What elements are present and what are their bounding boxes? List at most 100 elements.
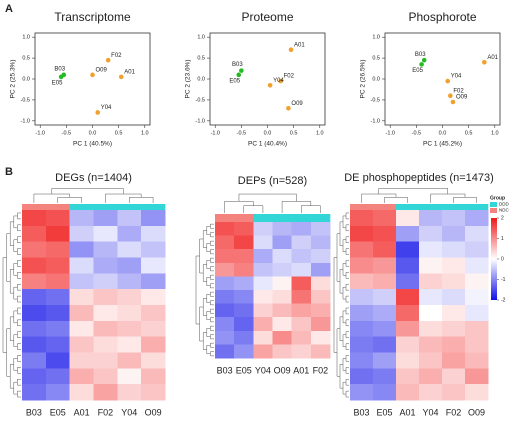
heatmap-cell <box>442 241 466 258</box>
x-tick-label: 0.5 <box>115 130 123 136</box>
heatmap-cell <box>310 290 331 304</box>
heatmap-cell <box>396 305 420 322</box>
heatmap-cell <box>69 336 94 353</box>
y-tick-label: 1.0 <box>22 35 30 41</box>
group-bar <box>93 204 118 210</box>
heatmap-cell <box>234 249 254 264</box>
x-tick-label: 0.0 <box>264 130 272 136</box>
group-bar <box>45 204 70 210</box>
point <box>236 72 242 78</box>
heatmap-cell <box>215 222 235 236</box>
heatmap-cell <box>272 262 292 277</box>
heatmap-cell <box>465 384 489 401</box>
heatmap-cell <box>253 290 273 304</box>
column-label: F02 <box>98 407 114 417</box>
heatmap-cell <box>22 368 47 385</box>
heatmap-cell <box>396 384 420 401</box>
heatmap-cell <box>45 368 70 385</box>
heatmap-cell <box>141 289 166 306</box>
heatmap-cell <box>465 210 489 227</box>
heatmap-cell <box>396 225 420 242</box>
group-bar <box>253 214 273 222</box>
point-label: B03 <box>415 52 426 58</box>
group-bar <box>465 204 489 210</box>
column-label: A01 <box>74 407 90 417</box>
heatmap-cell <box>141 225 166 242</box>
heatmap-cell <box>465 273 489 290</box>
heatmap-cell <box>234 235 254 250</box>
heatmap-cell <box>93 241 118 258</box>
heatmap-cell <box>22 384 47 401</box>
x-axis-title: PC 1 (40.4%) <box>248 141 287 148</box>
heatmap-cell <box>234 276 254 291</box>
panel-label: A <box>5 3 13 15</box>
group-bar <box>215 214 235 222</box>
column-label: B03 <box>26 407 42 417</box>
point <box>450 99 456 105</box>
heatmap-cell <box>69 225 94 242</box>
heatmap-cell <box>350 225 374 242</box>
heatmap-cell <box>141 241 166 258</box>
column-label: O09 <box>145 407 162 417</box>
heatmap-cell <box>373 273 397 290</box>
heatmap-cell <box>419 257 443 274</box>
heatmap-cell <box>291 317 312 332</box>
heatmap-cell <box>45 320 70 337</box>
heatmap-cell <box>350 289 374 306</box>
heatmap-cell <box>69 352 94 369</box>
heatmap-cell <box>373 289 397 306</box>
heatmap-cell <box>215 290 235 304</box>
y-tick-label: -1.0 <box>21 118 30 124</box>
group-bar <box>373 204 397 210</box>
point <box>118 74 124 80</box>
heatmap-cell <box>350 241 374 258</box>
heatmap-cell <box>69 384 94 401</box>
x-axis-title: PC 1 (40.5%) <box>73 141 112 148</box>
heatmap-cell <box>442 336 466 353</box>
group-bar <box>272 214 292 222</box>
heatmap-cell <box>234 222 254 236</box>
x-axis-title: PC 1 (45.2%) <box>423 141 462 148</box>
colorbar-tick-label: 1 <box>501 236 504 242</box>
heatmap-cell <box>253 262 273 277</box>
heatmap-cell <box>117 368 142 385</box>
point <box>105 57 111 63</box>
heatmap-cell <box>465 257 489 274</box>
heatmap-cell <box>215 235 235 250</box>
x-tick-label: 0.0 <box>439 130 447 136</box>
heatmap-cell <box>272 249 292 264</box>
heatmap-cell <box>350 257 374 274</box>
point-label: F02 <box>284 74 295 80</box>
point-label: A01 <box>487 55 498 61</box>
heatmap-cell <box>373 384 397 401</box>
point <box>278 78 283 84</box>
heatmap-cell <box>117 352 142 369</box>
plot-frame <box>34 32 151 126</box>
heatmap-cell <box>141 368 166 385</box>
point-label: Y04 <box>451 74 462 80</box>
heatmap-cell <box>45 336 70 353</box>
point-label: O09 <box>96 67 108 73</box>
chart-title: Phosphorote <box>408 10 476 24</box>
heatmap-cell <box>93 305 118 322</box>
heatmap-cell <box>22 273 47 290</box>
group-bar <box>310 214 331 222</box>
heatmap-cell <box>310 317 331 332</box>
heatmap-cell <box>69 273 94 290</box>
colorbar-tick-label: -1 <box>501 277 506 283</box>
column-label: O09 <box>468 407 485 417</box>
heatmap-cell <box>253 222 273 236</box>
heatmap-cell <box>215 276 235 291</box>
group-bar <box>442 204 466 210</box>
x-tick-label: 0.5 <box>290 130 298 136</box>
group-bar <box>350 204 374 210</box>
heatmap-cell <box>117 320 142 337</box>
point <box>482 59 487 65</box>
y-tick-label: 1.0 <box>197 35 205 41</box>
heatmap-cell <box>272 344 292 359</box>
x-tick-label: -1.0 <box>385 130 394 136</box>
heatmap-cell <box>310 276 331 291</box>
point-label: E05 <box>229 78 240 84</box>
column-label: E05 <box>236 365 252 375</box>
heatmap-cell <box>45 384 70 401</box>
